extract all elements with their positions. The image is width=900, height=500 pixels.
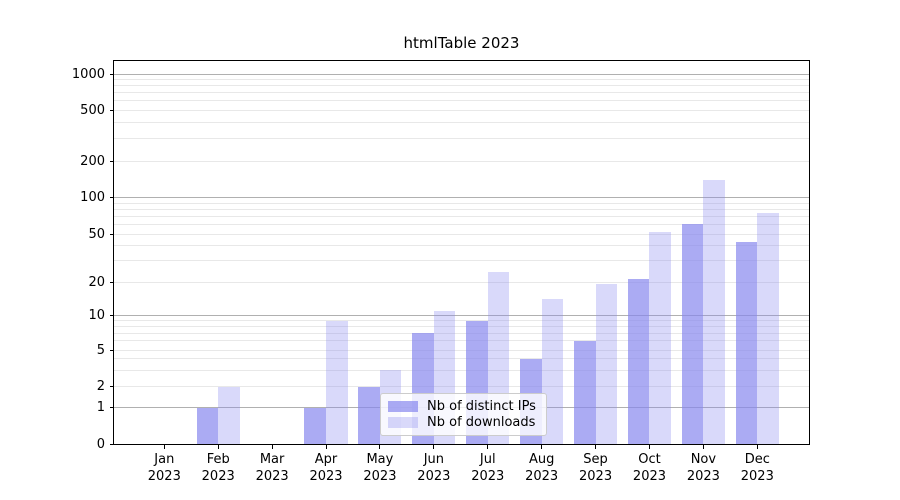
y-tick-label-5: 5 (96, 342, 105, 358)
y-tick-mark-100 (109, 197, 114, 198)
gridline-200 (113, 160, 810, 162)
x-tick-label-may: May 2023 (363, 452, 397, 484)
legend: Nb of distinct IPs Nb of downloads (380, 393, 547, 436)
x-tick-mark-jul (487, 444, 489, 449)
gridline-400 (113, 122, 810, 124)
bar-downloads-nov[interactable] (703, 179, 725, 445)
y-tick-label-500: 500 (80, 103, 105, 118)
y-tick-label-20: 20 (88, 274, 105, 290)
gridline-30 (113, 260, 810, 262)
gridline-900 (113, 79, 810, 81)
legend-swatch-downloads (388, 417, 418, 428)
x-tick-mark-nov (702, 444, 704, 449)
gridline-1000 (113, 73, 810, 75)
gridline-600 (113, 100, 810, 102)
x-tick-label-sep: Sep 2023 (579, 452, 613, 484)
x-tick-mark-sep (595, 444, 597, 449)
gridline-500 (113, 110, 810, 111)
gridline-60 (113, 223, 810, 225)
x-tick-label-aug: Aug 2023 (525, 452, 559, 484)
gridline-40 (113, 245, 810, 247)
gridline-70 (113, 215, 810, 217)
legend-label-distinct-ips: Nb of distinct IPs (427, 399, 536, 414)
y-tick-mark-1 (109, 407, 114, 408)
gridline-4 (113, 358, 810, 360)
y-tick-label-2: 2 (96, 379, 105, 394)
x-tick-label-mar: Mar 2023 (255, 452, 289, 484)
y-tick-mark-2 (109, 386, 114, 387)
y-tick-mark-500 (109, 110, 114, 111)
x-tick-label-apr: Apr 2023 (309, 452, 343, 484)
x-tick-mark-aug (541, 444, 543, 449)
legend-item-downloads[interactable]: Nb of downloads (388, 415, 538, 430)
bar-ips-sep[interactable] (574, 340, 596, 445)
x-tick-label-oct: Oct 2023 (632, 452, 667, 484)
bar-ips-nov[interactable] (681, 224, 704, 445)
x-tick-mark-jun (433, 444, 435, 449)
gridline-10 (113, 315, 810, 316)
x-tick-mark-dec (756, 444, 758, 449)
gridline-80 (113, 208, 810, 210)
gridline-50 (113, 233, 810, 235)
gridline-90 (113, 202, 810, 204)
legend-item-distinct-ips[interactable]: Nb of distinct IPs (388, 399, 538, 414)
x-tick-mark-may (379, 444, 381, 449)
gridline-6 (113, 340, 810, 342)
chart-title: htmlTable 2023 (403, 34, 520, 52)
bar-downloads-apr[interactable] (326, 320, 348, 445)
gridline-700 (113, 92, 810, 94)
x-tick-label-feb: Feb 2023 (201, 452, 235, 484)
gridline-300 (113, 138, 810, 140)
bar-ips-apr[interactable] (304, 407, 326, 445)
gridline-20 (113, 281, 810, 283)
y-tick-mark-5 (109, 349, 114, 351)
gridline-8 (113, 326, 810, 328)
x-tick-label-nov: Nov 2023 (686, 452, 720, 484)
x-tick-mark-mar (271, 444, 273, 449)
bar-downloads-dec[interactable] (757, 212, 779, 445)
legend-label-downloads: Nb of downloads (427, 415, 536, 430)
y-tick-label-10: 10 (88, 308, 105, 323)
bar-ips-oct[interactable] (627, 279, 650, 445)
bar-ips-feb[interactable] (196, 407, 219, 445)
y-tick-mark-1000 (109, 73, 114, 75)
gridline-5 (113, 349, 810, 351)
x-tick-mark-oct (648, 444, 650, 449)
legend-swatch-distinct-ips (388, 401, 418, 412)
y-tick-label-50: 50 (88, 226, 105, 242)
bar-ips-may[interactable] (358, 386, 380, 445)
y-tick-label-100: 100 (80, 190, 105, 205)
gridline-7 (113, 332, 810, 334)
x-tick-label-dec: Dec 2023 (740, 452, 774, 484)
y-tick-label-0: 0 (96, 437, 105, 452)
bar-downloads-aug[interactable] (541, 299, 564, 445)
x-tick-label-jan: Jan 2023 (147, 452, 181, 484)
y-tick-label-1000: 1000 (71, 66, 105, 82)
y-tick-mark-50 (109, 233, 114, 235)
x-tick-label-jun: Jun 2023 (417, 452, 451, 484)
bar-downloads-feb[interactable] (218, 386, 240, 445)
y-tick-mark-200 (109, 160, 114, 162)
gridline-100 (113, 197, 810, 198)
x-tick-mark-feb (217, 444, 219, 449)
gridline-2 (113, 386, 810, 387)
bar-downloads-sep[interactable] (595, 284, 618, 445)
bar-downloads-oct[interactable] (649, 231, 672, 445)
y-tick-mark-20 (109, 281, 114, 283)
y-tick-mark-0 (109, 444, 114, 445)
y-tick-label-200: 200 (80, 153, 105, 169)
gridline-800 (113, 85, 810, 87)
x-tick-label-jul: Jul 2023 (471, 452, 505, 484)
gridline-9 (113, 320, 810, 322)
x-tick-mark-jan (163, 444, 165, 449)
bar-ips-dec[interactable] (735, 241, 758, 445)
gridline-3 (113, 369, 810, 371)
y-tick-mark-10 (109, 315, 114, 316)
x-tick-mark-apr (325, 444, 327, 449)
y-tick-label-1: 1 (96, 400, 105, 415)
